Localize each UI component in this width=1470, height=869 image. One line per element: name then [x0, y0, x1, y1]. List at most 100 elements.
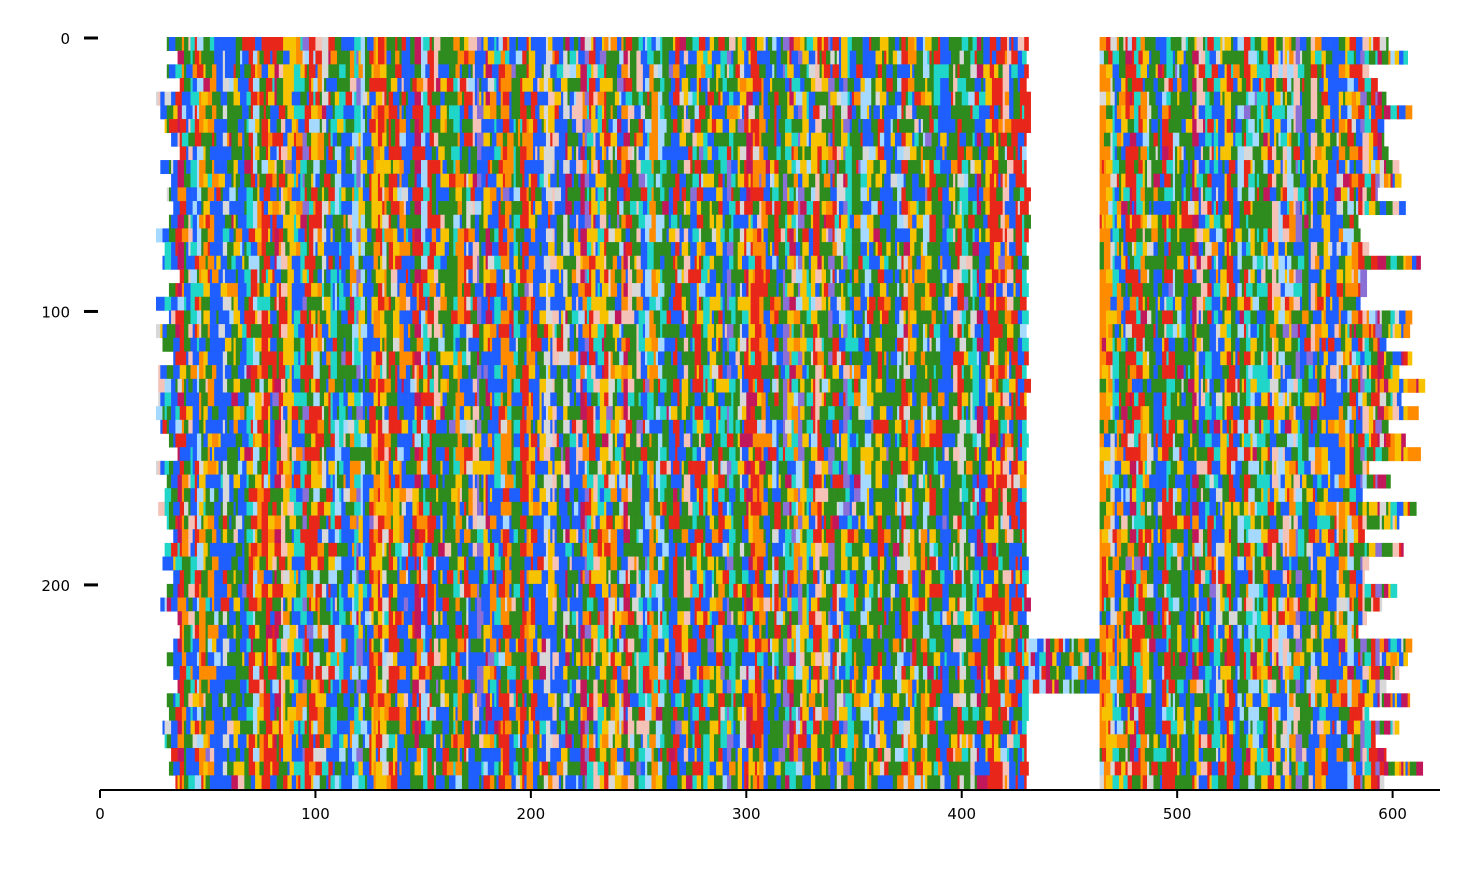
heatmap-cell: [1134, 242, 1137, 257]
heatmap-cell: [875, 105, 881, 120]
heatmap-cell: [576, 160, 583, 175]
heatmap-cell: [552, 50, 555, 65]
heatmap-cell: [242, 242, 245, 257]
heatmap-cell: [1192, 242, 1200, 257]
heatmap-cell: [390, 201, 396, 216]
heatmap-cell: [1265, 105, 1268, 120]
heatmap-cell: [1338, 255, 1344, 270]
heatmap-cell: [688, 132, 693, 147]
heatmap-cell: [800, 160, 807, 175]
heatmap-cell: [899, 37, 902, 51]
heatmap-cell: [1224, 91, 1228, 106]
heatmap-cell: [974, 91, 980, 106]
heatmap-cell: [584, 173, 590, 188]
heatmap-cell: [1332, 242, 1337, 257]
heatmap-cell: [156, 228, 163, 243]
heatmap-cell: [589, 160, 592, 175]
heatmap-cell: [548, 119, 555, 134]
heatmap-cell: [1317, 91, 1322, 106]
heatmap-cell: [571, 146, 575, 161]
heatmap-cell: [196, 201, 202, 216]
heatmap-cell: [580, 269, 586, 284]
heatmap-cell: [731, 269, 738, 284]
heatmap-cell: [698, 105, 706, 120]
heatmap-cell: [787, 201, 794, 216]
heatmap-cell: [709, 201, 713, 216]
heatmap-cell: [177, 50, 185, 65]
heatmap-cell: [774, 119, 777, 134]
heatmap-cell: [718, 255, 723, 270]
heatmap-cell: [524, 91, 532, 106]
heatmap-cell: [1299, 78, 1303, 92]
heatmap-cell: [761, 132, 769, 147]
heatmap-cell: [1336, 173, 1344, 188]
heatmap-cell: [1215, 50, 1221, 65]
heatmap-cell: [354, 50, 357, 65]
heatmap-cell: [272, 214, 277, 229]
heatmap-cell: [776, 37, 782, 51]
heatmap-cell: [1315, 255, 1320, 270]
heatmap-cell: [1304, 187, 1309, 202]
heatmap-cell: [1187, 160, 1191, 175]
heatmap-cell: [963, 173, 969, 188]
heatmap-cell: [912, 91, 915, 106]
heatmap-cell: [548, 105, 555, 120]
heatmap-cell: [1218, 242, 1225, 257]
heatmap-cell: [1377, 132, 1383, 147]
heatmap-cell: [446, 105, 450, 120]
heatmap-cell: [1259, 173, 1266, 188]
heatmap-cell: [270, 105, 275, 120]
heatmap-cell: [196, 78, 204, 92]
heatmap-cell: [802, 50, 810, 65]
heatmap-cell: [860, 187, 868, 202]
heatmap-cell: [1248, 91, 1256, 106]
heatmap-cell: [343, 105, 349, 120]
heatmap-cell: [222, 201, 230, 216]
heatmap-cell: [1299, 173, 1307, 188]
heatmap-cell: [1278, 132, 1281, 147]
heatmap-cell: [1181, 173, 1187, 188]
heatmap-cell: [416, 173, 422, 188]
heatmap-cell: [533, 119, 538, 134]
heatmap-cell: [929, 283, 937, 298]
heatmap-cell: [978, 119, 986, 134]
heatmap-cell: [513, 228, 517, 243]
heatmap-cell: [1103, 283, 1109, 298]
heatmap-cell: [181, 105, 187, 120]
heatmap-cell: [922, 228, 930, 243]
heatmap-cell: [1373, 37, 1380, 51]
heatmap-cell: [168, 37, 176, 51]
heatmap-cell: [220, 50, 224, 65]
heatmap-cell: [989, 242, 995, 257]
heatmap-cell: [974, 119, 980, 134]
heatmap-cell: [1375, 160, 1380, 175]
heatmap-cell: [670, 269, 676, 284]
heatmap-cell: [963, 146, 967, 161]
heatmap-cell: [1192, 105, 1195, 120]
heatmap-cell: [806, 201, 814, 216]
heatmap-cell: [746, 269, 749, 284]
heatmap-cell: [1196, 255, 1202, 270]
heatmap-cell: [944, 283, 950, 298]
heatmap-cell: [399, 214, 407, 229]
heatmap-cell: [782, 37, 790, 51]
heatmap-cell: [711, 228, 717, 243]
heatmap-cell: [998, 64, 1003, 79]
heatmap-cell: [481, 91, 484, 106]
heatmap-cell: [308, 228, 314, 243]
heatmap-cell: [897, 255, 902, 270]
heatmap-cell: [907, 228, 911, 243]
heatmap-cell: [718, 91, 721, 106]
heatmap-cell: [914, 242, 922, 257]
heatmap-cell: [395, 37, 398, 51]
heatmap-cell: [1215, 119, 1219, 134]
heatmap-cell: [1159, 201, 1165, 216]
heatmap-cell: [246, 91, 252, 106]
heatmap-cell: [972, 37, 978, 51]
heatmap-cell: [558, 173, 566, 188]
heatmap-cell: [793, 187, 797, 202]
heatmap-cell: [567, 50, 570, 65]
heatmap-cell: [910, 146, 917, 161]
heatmap-cell: [636, 132, 644, 147]
heatmap-cell: [632, 146, 635, 161]
